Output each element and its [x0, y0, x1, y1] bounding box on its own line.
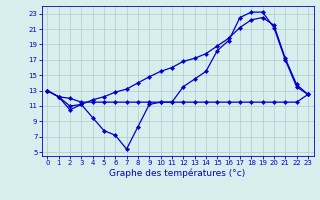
X-axis label: Graphe des températures (°c): Graphe des températures (°c)	[109, 169, 246, 178]
